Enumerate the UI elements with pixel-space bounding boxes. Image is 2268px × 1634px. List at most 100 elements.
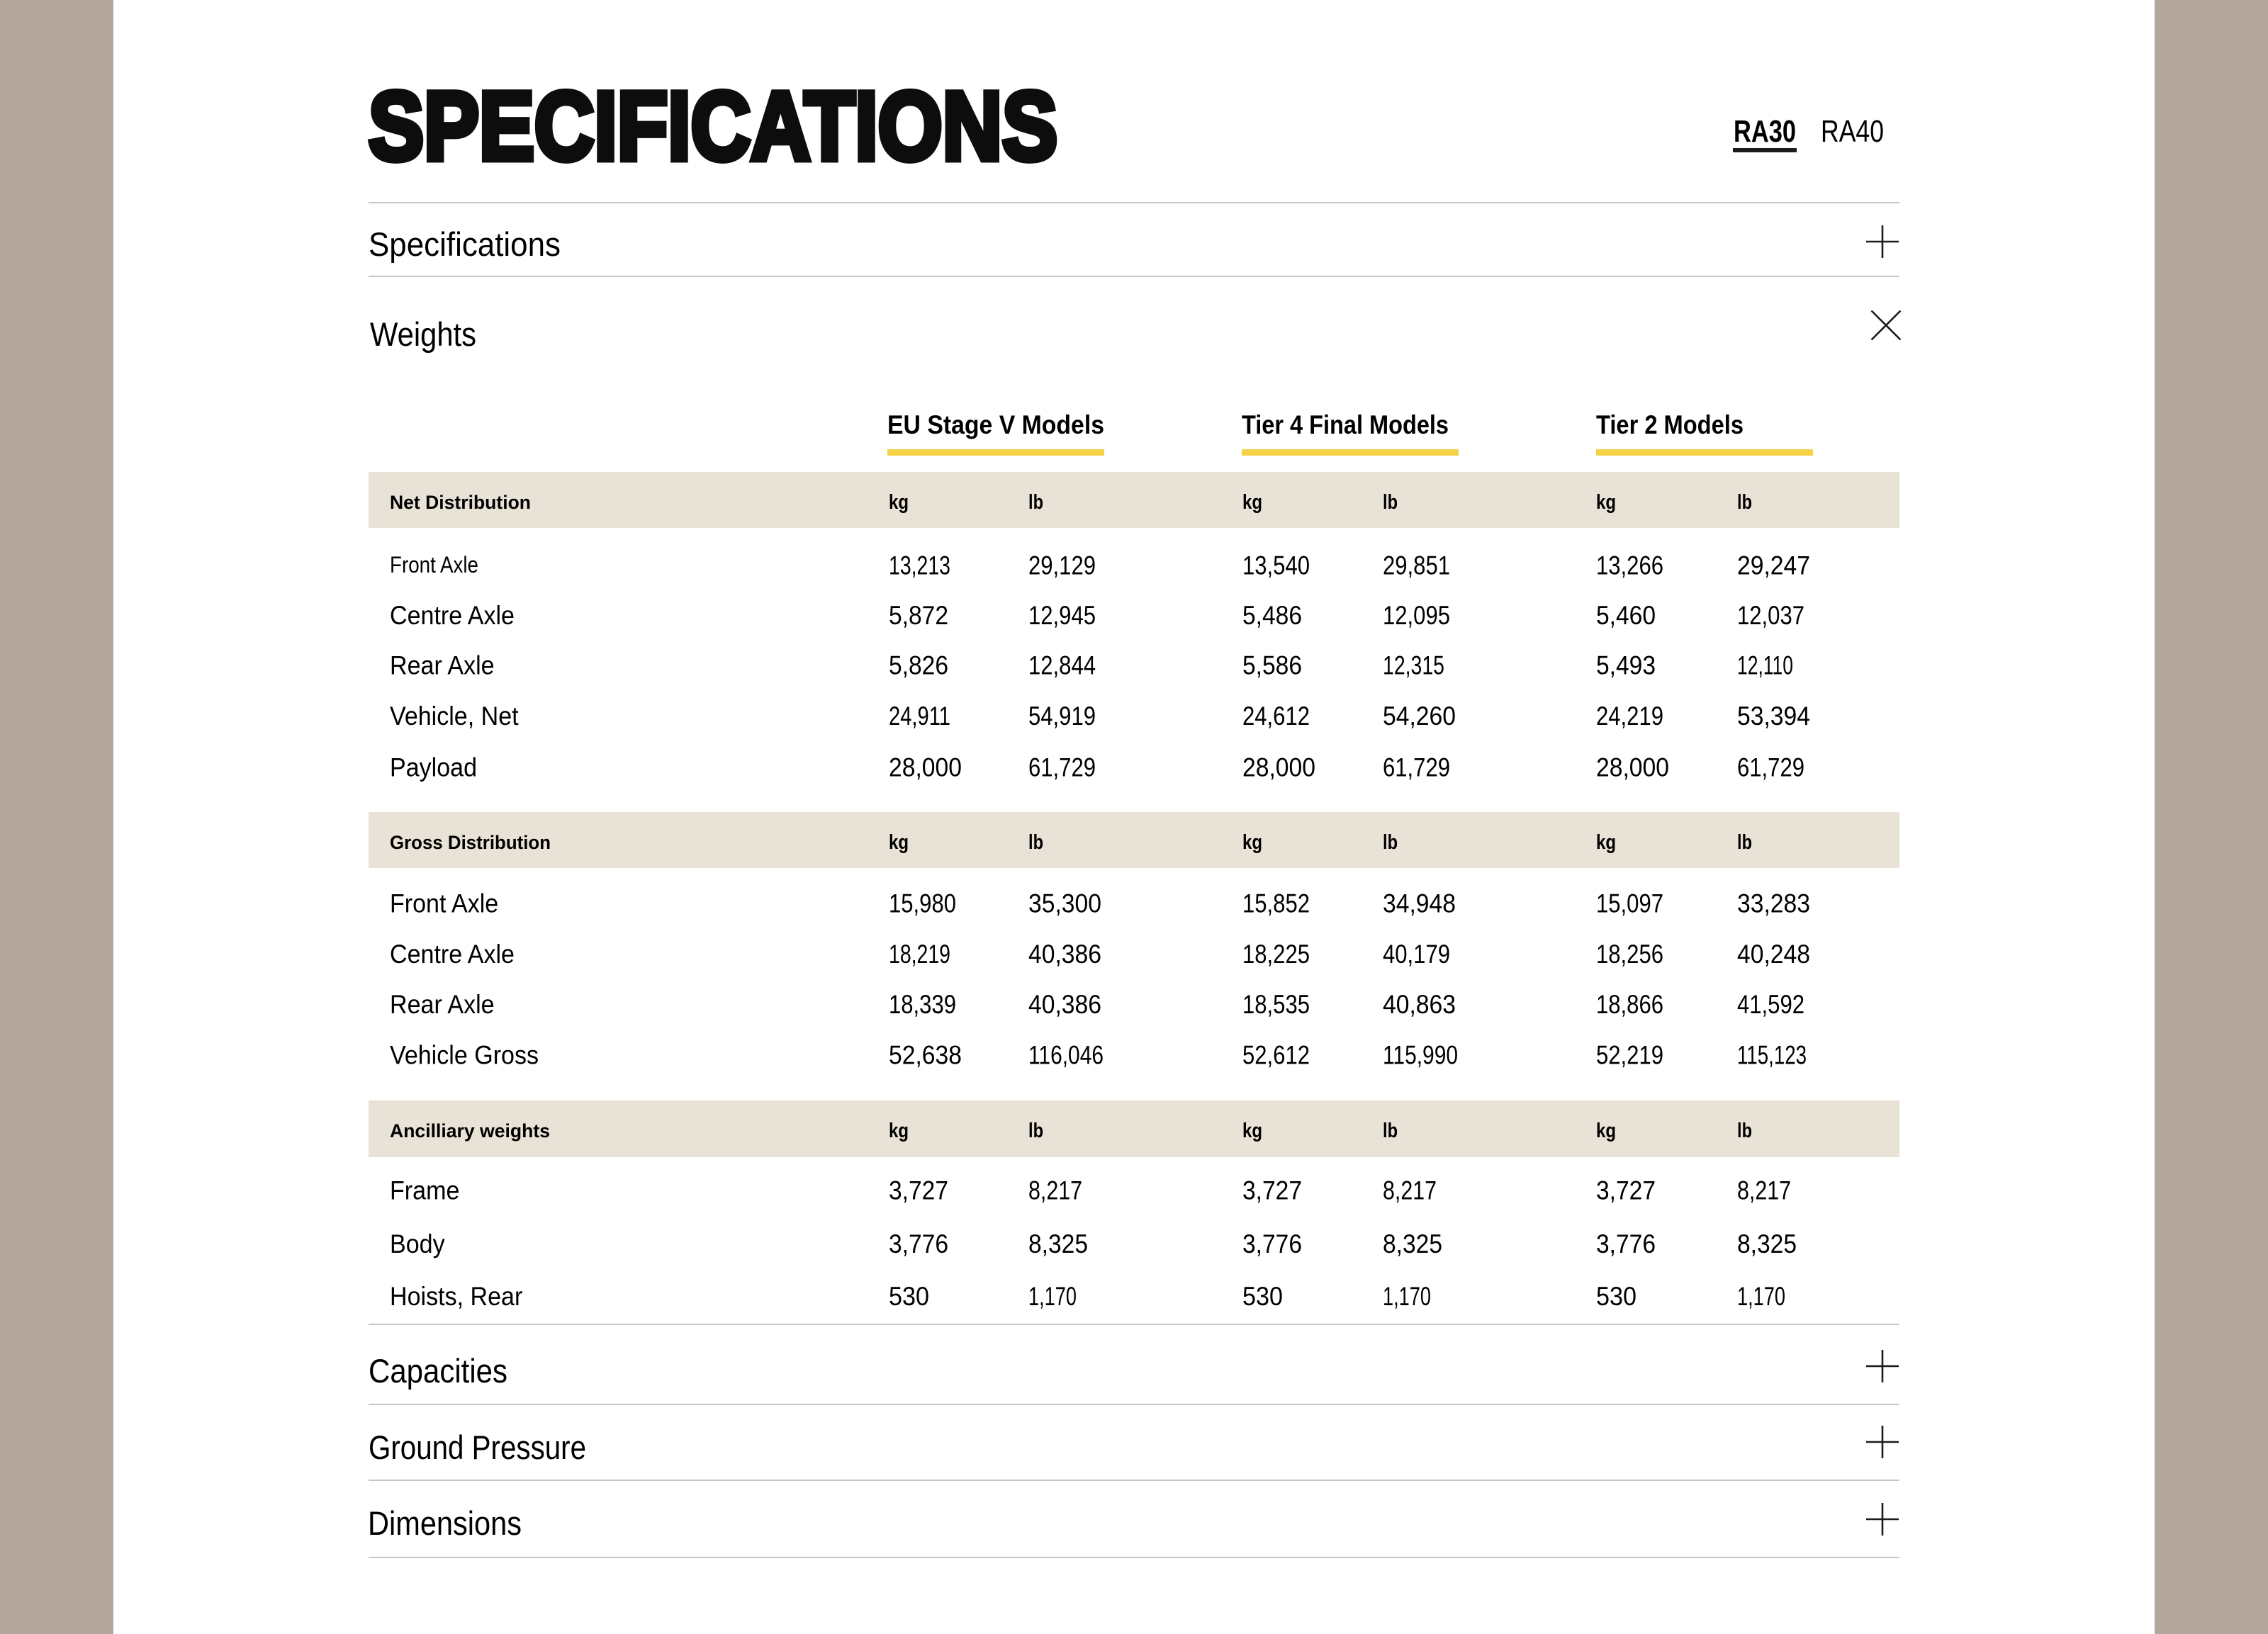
svg-text:12,945: 12,945 (1028, 601, 1096, 630)
svg-text:52,612: 52,612 (1242, 1041, 1310, 1070)
svg-text:Body: Body (390, 1229, 445, 1258)
svg-text:40,386: 40,386 (1028, 990, 1101, 1019)
svg-text:18,256: 18,256 (1596, 940, 1663, 969)
svg-text:1,170: 1,170 (1383, 1282, 1431, 1311)
svg-text:Dimensions: Dimensions (368, 1504, 522, 1542)
svg-text:kg: kg (1242, 491, 1262, 514)
svg-text:kg: kg (1596, 1120, 1616, 1142)
svg-text:Hoists, Rear: Hoists, Rear (390, 1282, 522, 1311)
svg-text:530: 530 (889, 1282, 929, 1311)
svg-text:3,727: 3,727 (1596, 1176, 1656, 1205)
svg-text:5,460: 5,460 (1596, 601, 1656, 630)
svg-text:34,948: 34,948 (1383, 889, 1456, 918)
svg-text:Gross Distribution: Gross Distribution (390, 832, 551, 853)
svg-text:115,123: 115,123 (1737, 1041, 1807, 1070)
svg-text:Capacities: Capacities (369, 1352, 507, 1390)
svg-text:Front Axle: Front Axle (390, 889, 498, 918)
svg-text:8,217: 8,217 (1028, 1176, 1082, 1205)
svg-text:1,170: 1,170 (1028, 1282, 1077, 1311)
svg-text:13,213: 13,213 (889, 551, 950, 580)
svg-text:61,729: 61,729 (1383, 753, 1450, 782)
svg-text:18,339: 18,339 (889, 990, 956, 1019)
svg-text:5,872: 5,872 (889, 601, 948, 630)
svg-text:5,486: 5,486 (1242, 601, 1302, 630)
svg-text:40,179: 40,179 (1383, 940, 1450, 969)
svg-text:Ancilliary weights: Ancilliary weights (390, 1120, 550, 1142)
svg-text:lb: lb (1383, 491, 1398, 514)
svg-text:15,097: 15,097 (1596, 889, 1663, 918)
svg-text:12,037: 12,037 (1737, 601, 1804, 630)
svg-text:8,325: 8,325 (1737, 1229, 1797, 1258)
svg-text:Rear Axle: Rear Axle (390, 990, 495, 1019)
svg-text:lb: lb (1028, 491, 1043, 514)
svg-text:Centre Axle: Centre Axle (390, 601, 515, 630)
svg-text:kg: kg (1596, 491, 1616, 514)
svg-text:3,727: 3,727 (889, 1176, 948, 1205)
svg-text:Tier 4 Final Models: Tier 4 Final Models (1242, 410, 1449, 439)
svg-text:lb: lb (1028, 1120, 1043, 1142)
svg-text:5,586: 5,586 (1242, 651, 1302, 680)
svg-text:3,776: 3,776 (1242, 1229, 1302, 1258)
svg-text:lb: lb (1737, 1120, 1752, 1142)
svg-text:kg: kg (1596, 831, 1616, 854)
svg-text:29,247: 29,247 (1737, 551, 1810, 580)
svg-text:12,844: 12,844 (1028, 651, 1096, 680)
svg-text:115,990: 115,990 (1383, 1041, 1458, 1070)
svg-text:Net Distribution: Net Distribution (390, 492, 531, 513)
svg-text:kg: kg (889, 1120, 909, 1142)
svg-text:28,000: 28,000 (1596, 753, 1669, 782)
svg-text:54,919: 54,919 (1028, 702, 1096, 731)
svg-text:28,000: 28,000 (1242, 753, 1315, 782)
svg-text:Weights: Weights (370, 315, 476, 353)
svg-text:18,866: 18,866 (1596, 990, 1663, 1019)
svg-text:8,325: 8,325 (1028, 1229, 1088, 1258)
svg-text:29,129: 29,129 (1028, 551, 1096, 580)
svg-text:lb: lb (1737, 491, 1752, 514)
svg-text:53,394: 53,394 (1737, 702, 1810, 731)
svg-text:RA40: RA40 (1821, 114, 1884, 149)
svg-text:5,826: 5,826 (889, 651, 948, 680)
svg-text:40,386: 40,386 (1028, 940, 1101, 969)
svg-text:Frame: Frame (390, 1176, 459, 1205)
svg-text:24,911: 24,911 (889, 702, 950, 731)
svg-text:Vehicle, Net: Vehicle, Net (390, 702, 519, 731)
svg-text:3,776: 3,776 (889, 1229, 948, 1258)
svg-text:28,000: 28,000 (889, 753, 962, 782)
svg-text:Centre Axle: Centre Axle (390, 940, 515, 969)
svg-text:530: 530 (1596, 1282, 1637, 1311)
svg-text:Specifications: Specifications (369, 225, 561, 263)
svg-text:8,325: 8,325 (1383, 1229, 1442, 1258)
svg-text:lb: lb (1028, 831, 1043, 854)
svg-text:24,219: 24,219 (1596, 702, 1663, 731)
svg-text:52,219: 52,219 (1596, 1041, 1663, 1070)
svg-text:Rear Axle: Rear Axle (390, 651, 495, 680)
svg-text:13,540: 13,540 (1242, 551, 1310, 580)
svg-text:8,217: 8,217 (1383, 1176, 1437, 1205)
svg-text:13,266: 13,266 (1596, 551, 1663, 580)
svg-text:SPECIFICATIONS: SPECIFICATIONS (369, 72, 1057, 181)
svg-text:61,729: 61,729 (1737, 753, 1804, 782)
svg-text:Front Axle: Front Axle (390, 552, 478, 577)
svg-text:29,851: 29,851 (1383, 551, 1450, 580)
svg-text:kg: kg (889, 491, 909, 514)
svg-text:Vehicle Gross: Vehicle Gross (390, 1041, 539, 1070)
svg-text:lb: lb (1737, 831, 1752, 854)
svg-text:35,300: 35,300 (1028, 889, 1101, 918)
svg-text:Ground Pressure: Ground Pressure (369, 1429, 586, 1466)
svg-text:18,535: 18,535 (1242, 990, 1310, 1019)
svg-text:530: 530 (1242, 1282, 1283, 1311)
svg-text:18,225: 18,225 (1242, 940, 1310, 969)
svg-text:18,219: 18,219 (889, 940, 950, 969)
svg-text:41,592: 41,592 (1737, 990, 1804, 1019)
svg-text:15,852: 15,852 (1242, 889, 1310, 918)
svg-text:12,110: 12,110 (1737, 651, 1793, 680)
svg-text:EU Stage V Models: EU Stage V Models (887, 410, 1104, 439)
svg-text:54,260: 54,260 (1383, 702, 1456, 731)
svg-text:24,612: 24,612 (1242, 702, 1310, 731)
svg-text:12,315: 12,315 (1383, 651, 1444, 680)
svg-text:kg: kg (1242, 1120, 1262, 1142)
svg-text:33,283: 33,283 (1737, 889, 1810, 918)
svg-text:15,980: 15,980 (889, 889, 956, 918)
svg-text:kg: kg (1242, 831, 1262, 854)
svg-text:Payload: Payload (390, 753, 477, 782)
